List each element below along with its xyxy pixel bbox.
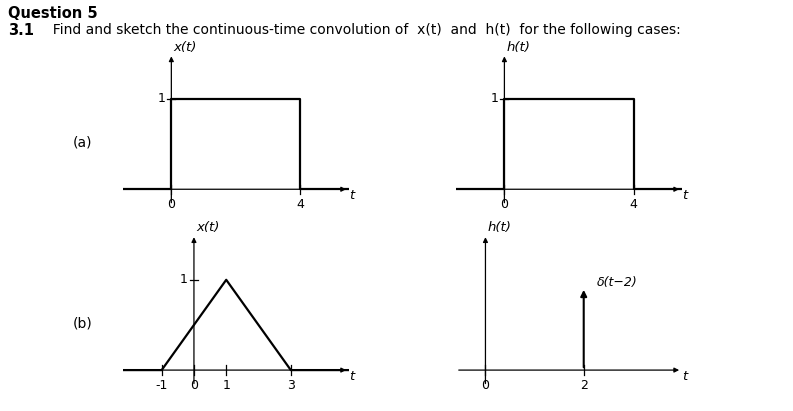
Text: 4: 4 [630,198,638,211]
Text: t: t [682,189,688,202]
Text: 0: 0 [167,198,175,211]
Text: 4: 4 [297,198,305,211]
Text: t: t [682,370,688,383]
Text: 3.1: 3.1 [8,23,34,37]
Text: 3: 3 [287,379,295,392]
Text: t: t [349,189,354,202]
Text: h(t): h(t) [488,222,511,234]
Text: 0: 0 [190,379,198,392]
Text: δ(t−2): δ(t−2) [597,276,638,289]
Text: -1: -1 [155,379,168,392]
Text: 1: 1 [490,92,498,106]
Text: Find and sketch the continuous-time convolution of  x(t)  and  h(t)  for the fol: Find and sketch the continuous-time conv… [44,23,680,37]
Text: x(t): x(t) [196,222,220,234]
Text: (b): (b) [72,316,92,330]
Text: Question 5: Question 5 [8,6,98,21]
Text: t: t [349,370,354,383]
Text: 1: 1 [222,379,230,392]
Text: 0: 0 [481,379,489,392]
Text: 0: 0 [500,198,508,211]
Text: 1: 1 [180,273,188,286]
Text: 2: 2 [580,379,588,392]
Text: x(t): x(t) [174,41,197,53]
Text: h(t): h(t) [507,41,531,53]
Text: 1: 1 [157,92,165,106]
Text: (a): (a) [72,135,92,149]
